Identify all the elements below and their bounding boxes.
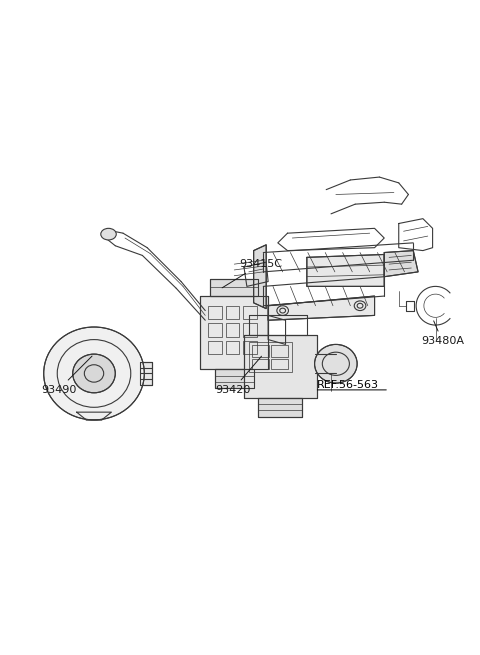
Polygon shape (77, 412, 111, 420)
Polygon shape (258, 398, 302, 417)
Ellipse shape (44, 327, 144, 420)
Text: 93420: 93420 (215, 356, 262, 395)
Bar (226, 341, 239, 354)
Bar (252, 345, 269, 357)
Bar (226, 323, 239, 337)
Text: 93490: 93490 (41, 356, 92, 395)
Polygon shape (268, 296, 374, 320)
Polygon shape (307, 254, 384, 286)
Text: 93480A: 93480A (421, 321, 464, 346)
Bar (208, 323, 222, 337)
Text: 93415C: 93415C (222, 259, 282, 288)
Polygon shape (141, 362, 152, 385)
Bar (243, 306, 256, 319)
Bar (271, 359, 288, 369)
Ellipse shape (314, 345, 357, 383)
Polygon shape (201, 296, 268, 369)
Polygon shape (384, 251, 418, 276)
Bar (208, 341, 222, 354)
Bar (208, 306, 222, 319)
Polygon shape (215, 369, 253, 388)
Bar (271, 345, 288, 357)
Polygon shape (253, 245, 266, 309)
Polygon shape (210, 278, 258, 296)
Text: REF.56-563: REF.56-563 (316, 380, 379, 390)
Bar (243, 323, 256, 337)
Bar (243, 341, 256, 354)
Ellipse shape (73, 354, 115, 393)
Bar (226, 306, 239, 319)
Bar (249, 343, 292, 371)
Ellipse shape (101, 229, 116, 240)
Polygon shape (244, 335, 316, 398)
Bar (252, 359, 269, 369)
